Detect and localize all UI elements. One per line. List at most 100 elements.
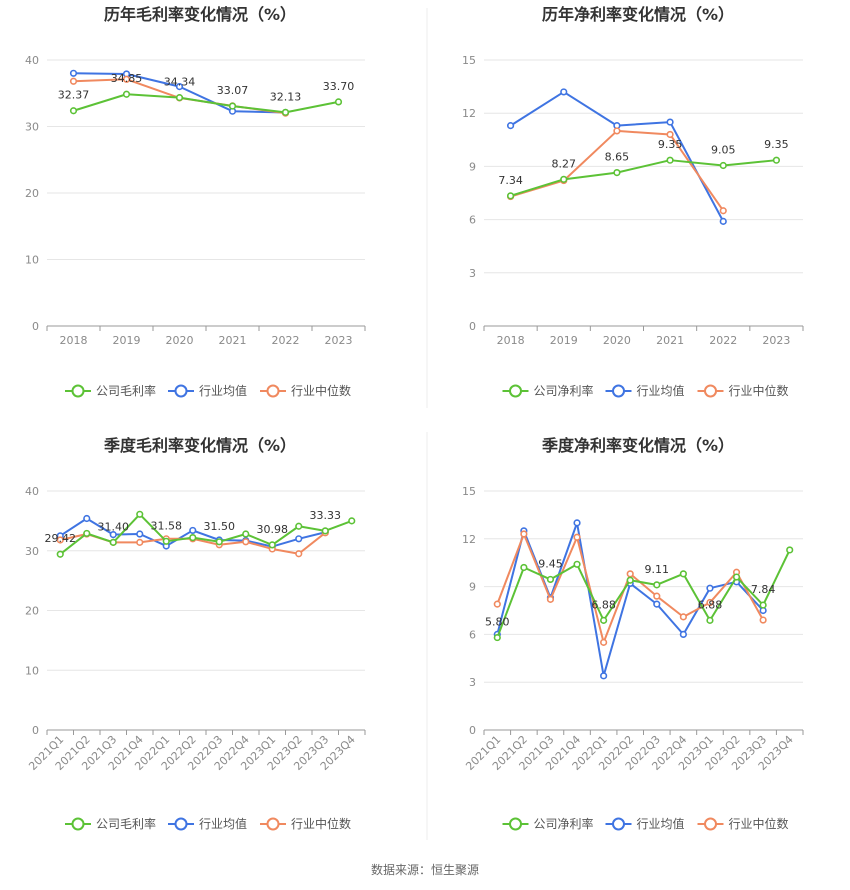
series-line-company — [59, 513, 353, 556]
data-label: 9.35 — [764, 138, 789, 151]
y-tick-label: 0 — [32, 724, 39, 737]
x-tick-label: 2023 — [762, 334, 790, 347]
legend-label: 公司净利率 — [534, 816, 594, 831]
data-point-industry_avg — [573, 519, 581, 527]
data-point-industry_avg — [666, 118, 674, 126]
legend-marker — [612, 817, 625, 831]
data-point-industry_avg — [109, 531, 117, 539]
data-point-company — [56, 550, 64, 558]
legend-label: 行业均值 — [199, 816, 247, 831]
chart-title: 季度净利率变化情况（%） — [541, 436, 734, 455]
data-point-company — [732, 573, 741, 581]
legend-label: 行业均值 — [637, 816, 685, 831]
data-point-company — [493, 633, 501, 642]
data-label: 33.70 — [323, 80, 355, 93]
legend-item-industry_median: 行业中位数 — [697, 383, 789, 398]
y-tick-label: 0 — [469, 320, 476, 333]
legend-marker — [71, 817, 85, 831]
data-label: 33.07 — [217, 84, 249, 97]
data-point-company — [520, 563, 528, 572]
data-point-industry_avg — [719, 217, 727, 225]
data-point-industry_median — [666, 130, 674, 139]
data-label: 31.58 — [151, 519, 183, 532]
legend-item-industry_avg: 行业均值 — [605, 383, 685, 398]
data-label: 33.33 — [310, 509, 342, 522]
legend-item-industry_avg: 行业均值 — [168, 816, 247, 831]
y-tick-label: 6 — [469, 214, 476, 227]
x-tick-label: 2020 — [603, 334, 631, 347]
data-point-company — [653, 581, 661, 589]
data-point-industry_median — [295, 550, 303, 558]
data-point-company — [83, 529, 91, 538]
data-label: 9.11 — [645, 563, 670, 576]
data-label: 5.80 — [485, 616, 510, 629]
chart-3: 季度毛利率变化情况（%）0102030402021Q12021Q22021Q32… — [25, 436, 366, 831]
legend-item-industry_median: 行业中位数 — [260, 816, 351, 831]
data-point-industry_avg — [506, 122, 515, 130]
data-point-industry_median — [613, 127, 621, 135]
data-point-company — [666, 156, 674, 164]
legend-marker — [704, 384, 717, 398]
y-tick-label: 9 — [469, 160, 476, 173]
data-point-company — [560, 175, 568, 183]
legend-label: 行业中位数 — [729, 816, 789, 831]
data-point-company — [109, 538, 117, 546]
data-point-company — [242, 530, 250, 538]
legend-item-company: 公司净利率 — [502, 816, 594, 831]
data-point-company — [162, 537, 170, 545]
data-label: 32.37 — [58, 89, 90, 102]
y-tick-label: 12 — [462, 533, 476, 546]
data-point-industry_median — [493, 600, 501, 608]
data-label: 7.34 — [498, 174, 523, 187]
legend-label: 行业中位数 — [729, 383, 789, 398]
data-point-company — [268, 541, 276, 549]
y-tick-label: 15 — [462, 485, 476, 498]
data-point-industry_median — [600, 638, 608, 646]
data-point-company — [759, 601, 767, 609]
y-tick-label: 9 — [469, 581, 476, 594]
legend-item-industry_median: 行业中位数 — [260, 383, 351, 398]
data-point-industry_avg — [295, 535, 303, 543]
legend-item-industry_median: 行业中位数 — [697, 816, 789, 831]
data-point-industry_median — [626, 570, 634, 578]
x-tick-label: 2021 — [219, 334, 247, 347]
data-label: 8.65 — [605, 151, 630, 164]
y-tick-label: 12 — [462, 107, 476, 120]
chart-2: 历年净利率变化情况（%） 0 3 6 9 12 15 2018 2019 2020 2021 2022… — [462, 5, 804, 398]
data-point-company — [215, 538, 223, 546]
data-label: 7.84 — [751, 583, 776, 596]
data-label: 8.27 — [552, 157, 577, 170]
y-tick-label: 10 — [25, 254, 39, 267]
data-point-industry_avg — [136, 530, 144, 538]
data-point-industry_median — [546, 595, 555, 603]
data-label: 30.98 — [257, 523, 289, 536]
data-label: 6.88 — [591, 598, 616, 611]
data-point-industry_median — [56, 536, 64, 544]
data-label: 6.88 — [698, 598, 723, 611]
chart-title: 历年毛利率变化情况（%） — [104, 5, 296, 24]
legend-item-company: 公司净利率 — [502, 383, 594, 398]
x-tick-label: 2018 — [60, 334, 88, 347]
x-tick-label: 2018 — [497, 334, 525, 347]
series-line-company — [510, 159, 777, 197]
data-point-company — [295, 522, 303, 530]
data-label: 31.50 — [204, 520, 236, 533]
y-tick-label: 0 — [469, 724, 476, 737]
data-point-company — [281, 108, 290, 116]
legend-label: 公司毛利率 — [96, 816, 156, 831]
y-tick-label: 3 — [469, 267, 476, 280]
data-point-company — [321, 527, 329, 535]
y-tick-label: 40 — [25, 54, 39, 67]
legend-marker — [509, 384, 522, 398]
legend-label: 公司毛利率 — [96, 383, 156, 398]
data-point-industry_avg — [679, 630, 687, 639]
x-tick-label: 2020 — [166, 334, 194, 347]
data-point-company — [175, 94, 184, 102]
chart-1: 历年毛利率变化情况（%） 0 10 20 30 40 2018 2019 2020 2021 202… — [25, 5, 366, 398]
data-point-company — [189, 534, 197, 542]
data-point-company — [772, 156, 781, 164]
legend-label: 行业中位数 — [291, 816, 351, 831]
data-label: 34.85 — [111, 72, 143, 85]
chart-title: 历年净利率变化情况（%） — [542, 5, 734, 24]
data-point-company — [573, 560, 581, 568]
